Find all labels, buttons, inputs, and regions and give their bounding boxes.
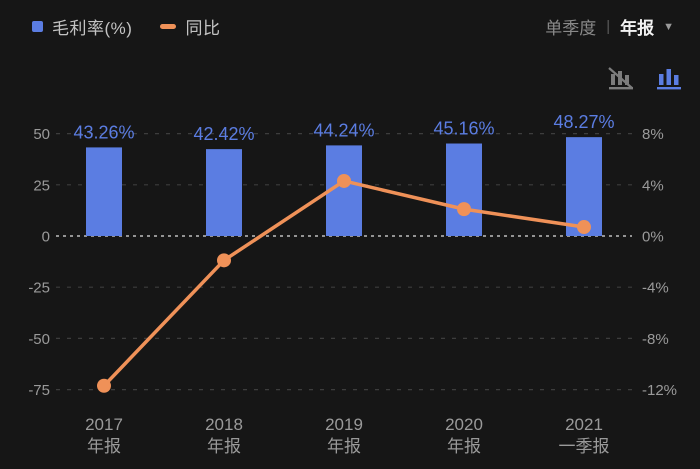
bar-value-label: 45.16% (433, 119, 494, 139)
yoy-point[interactable] (337, 173, 351, 188)
left-axis-tick: -75 (28, 382, 50, 399)
chart-header: 毛利率(%) 同比 单季度 | 年报 ▼ (32, 14, 674, 39)
bar-value-label: 43.26% (73, 122, 134, 142)
gross-margin-bar[interactable] (446, 143, 482, 236)
yoy-point[interactable] (97, 378, 111, 393)
x-axis-period-label: 一季报 (559, 437, 610, 456)
x-axis-year-label: 2021 (565, 415, 603, 434)
left-axis-tick: 0 (42, 229, 50, 246)
bar-value-label: 48.27% (553, 112, 614, 132)
yoy-point[interactable] (217, 253, 231, 268)
chevron-down-icon[interactable]: ▼ (663, 20, 674, 33)
gross-margin-bar[interactable] (206, 149, 242, 236)
tab-single-quarter[interactable]: 单季度 (545, 19, 597, 38)
left-axis-tick: 50 (33, 126, 50, 143)
tab-annual-report[interactable]: 年报 (620, 19, 655, 38)
bar-series-label: 毛利率(%) (52, 19, 133, 38)
left-axis-tick: 25 (33, 177, 50, 194)
legend: 毛利率(%) 同比 (32, 14, 220, 39)
bar-value-label: 44.24% (313, 120, 374, 140)
right-axis-tick: -12% (642, 382, 677, 399)
right-axis-tick: -8% (642, 331, 669, 348)
x-axis-period-label: 年报 (87, 437, 121, 456)
bar-chart-icon[interactable] (656, 64, 682, 99)
x-axis-year-label: 2019 (325, 415, 363, 434)
toggle-separator: | (606, 18, 611, 35)
gross-margin-bar[interactable] (566, 137, 602, 236)
x-axis-period-label: 年报 (447, 437, 481, 456)
right-axis-tick: 4% (642, 177, 664, 194)
right-axis-tick: -4% (642, 280, 669, 297)
right-axis-tick: 0% (642, 229, 664, 246)
yoy-point[interactable] (457, 202, 471, 217)
gross-margin-bar[interactable] (86, 147, 122, 236)
x-axis-period-label: 年报 (207, 437, 241, 456)
period-toggle: 单季度 | 年报 ▼ (545, 14, 674, 39)
x-axis-year-label: 2017 (85, 415, 123, 434)
bar-value-label: 42.42% (193, 124, 254, 144)
chart-type-switcher (608, 64, 682, 99)
bar-series-swatch-icon (32, 21, 43, 32)
legend-item-gross-margin[interactable]: 毛利率(%) (32, 14, 132, 39)
left-axis-tick: -25 (28, 280, 50, 297)
line-series-swatch-icon (160, 24, 177, 29)
x-axis-period-label: 年报 (327, 437, 361, 456)
left-axis-tick: -50 (28, 331, 50, 348)
line-series-label: 同比 (185, 19, 221, 38)
x-axis-year-label: 2020 (445, 415, 483, 434)
right-axis-tick: 8% (642, 126, 664, 143)
legend-item-yoy[interactable]: 同比 (160, 14, 220, 39)
yoy-point[interactable] (577, 220, 591, 235)
line-chart-disabled-icon[interactable] (608, 64, 634, 99)
x-axis-year-label: 2018 (205, 415, 243, 434)
